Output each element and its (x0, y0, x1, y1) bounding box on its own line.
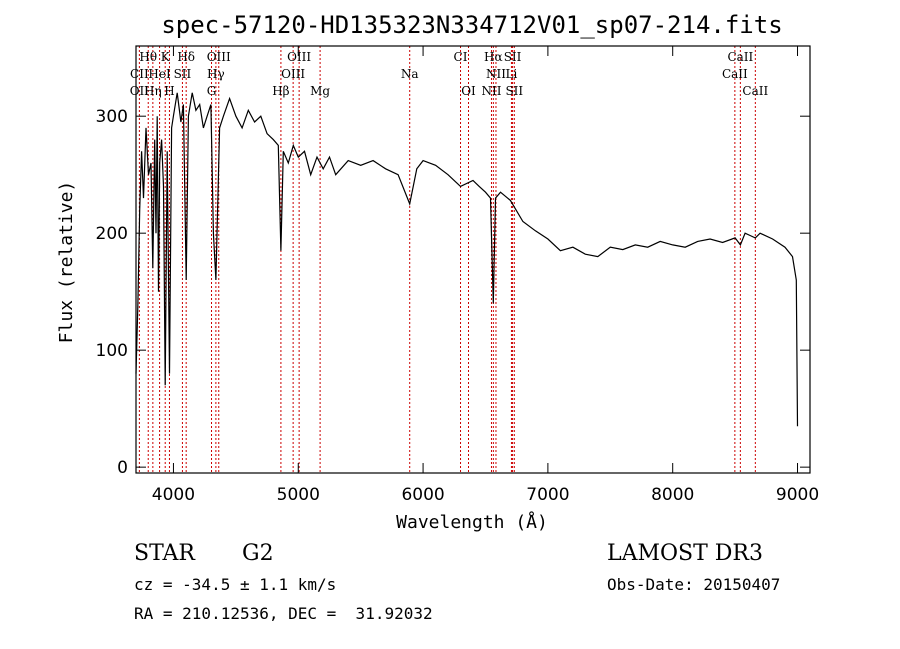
line-label: Li (506, 67, 518, 81)
line-label: OIII (207, 50, 231, 64)
line-label: Hη (144, 84, 162, 98)
x-tick-label: 9000 (776, 485, 819, 505)
x-tick-label: 8000 (651, 485, 694, 505)
y-tick-label: 100 (96, 341, 128, 361)
line-label: CaII (742, 84, 768, 98)
y-axis-label: Flux (relative) (56, 181, 77, 344)
redshift-value: cz = -34.5 ± 1.1 km/s (134, 575, 337, 594)
line-label: Na (401, 67, 419, 81)
line-label: OIII (281, 67, 305, 81)
line-label: NII (481, 84, 501, 98)
x-tick-label: 6000 (401, 485, 444, 505)
line-label: OII (130, 84, 150, 98)
line-label: CI (454, 50, 468, 64)
y-axis-ticks: 0 100 200 300 (96, 107, 810, 478)
line-marker-group (138, 46, 756, 473)
line-label: G (207, 84, 217, 98)
obs-date: Obs-Date: 20150407 (607, 575, 781, 594)
line-label: K (161, 50, 171, 64)
x-tick-label: 5000 (277, 485, 320, 505)
line-label: CaII (722, 67, 748, 81)
line-label: SII (505, 84, 523, 98)
line-label: Hδ (177, 50, 195, 64)
y-tick-label: 300 (96, 107, 128, 127)
x-tick-label: 4000 (152, 485, 195, 505)
coordinates: RA = 210.12536, DEC = 31.92032 (134, 604, 433, 623)
line-label: Mg (310, 84, 330, 98)
line-label: Hγ (207, 67, 225, 81)
line-label: Hα (484, 50, 503, 64)
line-label: Hβ (272, 84, 289, 98)
chart-title: spec-57120-HD135323N334712V01_sp07-214.f… (161, 11, 782, 39)
line-label: CaII (727, 50, 753, 64)
line-label: OI (461, 84, 476, 98)
plot-frame (135, 45, 811, 474)
object-type: STAR (134, 541, 195, 566)
x-axis-ticks: 4000 5000 6000 7000 8000 9000 (152, 46, 819, 505)
y-tick-label: 0 (117, 458, 128, 478)
line-label: Hθ (139, 50, 157, 64)
line-label: SII (504, 50, 522, 64)
line-label: HeI (148, 67, 171, 81)
line-label: SII (174, 67, 192, 81)
spectrum-line (135, 92, 799, 427)
line-label: NII (486, 67, 506, 81)
y-tick-label: 200 (96, 224, 128, 244)
x-tick-label: 7000 (526, 485, 569, 505)
line-label: OIII (287, 50, 311, 64)
x-axis-label: Wavelength (Å) (396, 511, 548, 533)
spectral-subclass: G2 (242, 541, 274, 566)
line-label: H (164, 84, 174, 98)
survey-name: LAMOST DR3 (607, 541, 763, 566)
line-label: CII (130, 67, 149, 81)
